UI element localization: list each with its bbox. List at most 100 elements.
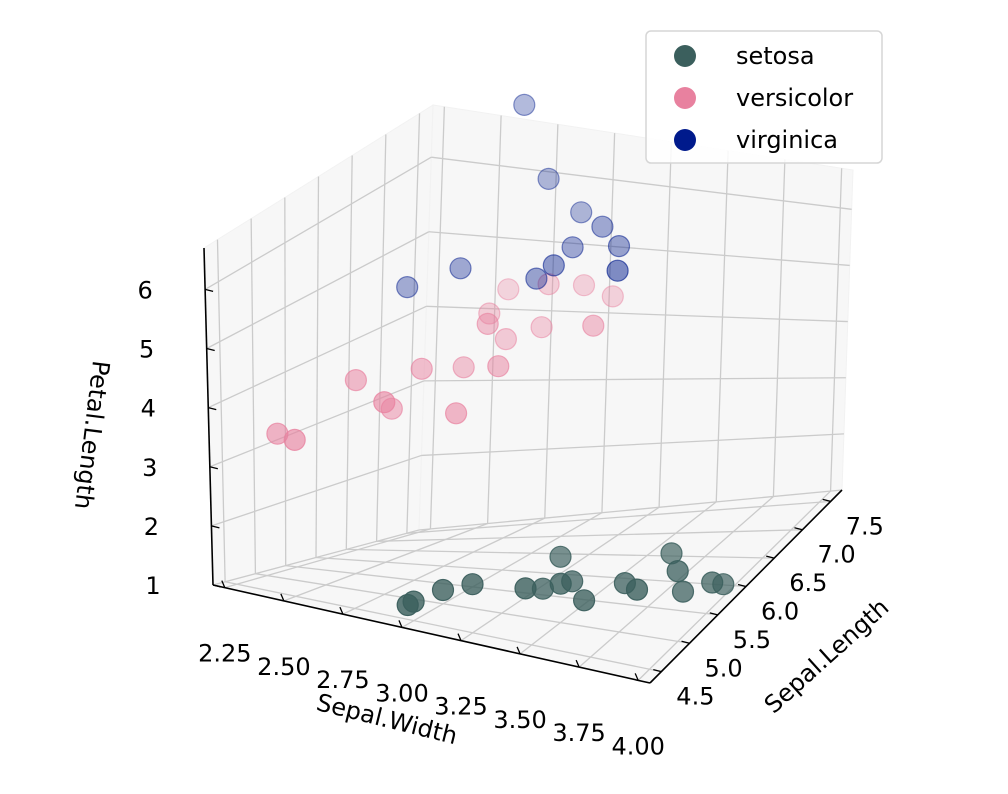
x-tick xyxy=(221,580,226,588)
grid-z-back xyxy=(431,156,852,210)
y-tick-label: 6.0 xyxy=(761,598,799,626)
y-tick xyxy=(737,583,747,588)
z-tick xyxy=(204,288,214,293)
y-tick xyxy=(766,555,775,559)
grid-x-back xyxy=(829,168,843,492)
point-versicolor xyxy=(494,328,517,351)
point-virginica xyxy=(396,276,419,299)
point-versicolor xyxy=(530,316,553,339)
grid-x-back xyxy=(486,115,502,524)
z-axis-title: Petal.Length xyxy=(69,359,115,511)
point-setosa xyxy=(549,545,572,568)
grid-x-back xyxy=(715,150,729,502)
x-tick xyxy=(634,673,639,681)
y-tick xyxy=(681,640,690,644)
z-tick-label: 2 xyxy=(144,513,159,541)
point-setosa xyxy=(572,589,596,612)
point-setosa xyxy=(701,571,724,594)
grid-y-floor xyxy=(376,529,803,542)
point-versicolor xyxy=(445,402,468,425)
y-tick xyxy=(794,527,803,531)
z-tick-label: 6 xyxy=(137,276,152,304)
point-virginica xyxy=(513,93,536,117)
grid-y-left xyxy=(315,176,320,558)
point-virginica xyxy=(561,236,584,259)
grid-y-left xyxy=(375,134,387,542)
grid-z-left xyxy=(206,231,430,350)
z-tick-label: 3 xyxy=(142,454,157,482)
x-tick xyxy=(575,659,580,668)
legend-label-versicolor: versicolor xyxy=(736,84,853,112)
grid-y-left xyxy=(406,113,421,534)
grid-y-left xyxy=(216,239,226,582)
point-setosa xyxy=(514,577,537,600)
z-tick xyxy=(212,584,222,588)
grid-z-left xyxy=(204,156,432,290)
x-tick xyxy=(516,646,521,655)
grid-lines xyxy=(204,106,852,681)
grid-z-left xyxy=(211,454,422,527)
point-versicolor xyxy=(452,356,475,379)
point-versicolor xyxy=(582,314,605,337)
z-tick-label: 4 xyxy=(141,395,156,423)
point-setosa xyxy=(671,580,695,603)
legend: setosa versicolor virginica xyxy=(645,30,883,164)
point-setosa xyxy=(666,559,689,583)
point-virginica xyxy=(570,201,593,224)
point-setosa xyxy=(431,578,455,602)
legend-marker-versicolor xyxy=(674,87,696,109)
point-versicolor xyxy=(572,274,596,297)
grid-x-back xyxy=(772,159,786,497)
point-setosa xyxy=(461,573,484,596)
grid-y-left xyxy=(345,155,353,550)
grid-x-back xyxy=(429,106,446,529)
grid-y-floor xyxy=(285,564,718,616)
grid-z-back xyxy=(423,377,846,382)
grid-y-floor xyxy=(224,581,662,673)
y-tick-label: 5.0 xyxy=(705,654,743,682)
x-tick-label: 2.50 xyxy=(257,653,310,681)
x-tick-label: 3.25 xyxy=(434,693,487,721)
point-setosa xyxy=(625,578,649,601)
point-setosa xyxy=(549,572,572,595)
point-virginica xyxy=(542,254,565,277)
z-axis-line xyxy=(203,247,214,586)
data-points xyxy=(266,93,735,617)
point-versicolor xyxy=(373,391,396,414)
legend-label-setosa: setosa xyxy=(736,42,815,70)
grid-x-back xyxy=(544,124,559,519)
y-tick-label: 7.0 xyxy=(818,541,856,569)
point-versicolor xyxy=(476,312,499,335)
z-tick-label: 5 xyxy=(139,336,154,364)
x-tick xyxy=(280,593,285,602)
x-tick xyxy=(398,620,403,628)
y-tick-label: 4.5 xyxy=(676,683,714,711)
grid-y-floor xyxy=(406,500,831,534)
point-setosa xyxy=(396,593,419,617)
point-versicolor xyxy=(410,357,433,380)
point-versicolor xyxy=(537,273,560,296)
point-virginica xyxy=(607,235,631,258)
x-tick-label: 4.00 xyxy=(611,732,664,760)
point-virginica xyxy=(525,267,548,290)
y-tick xyxy=(709,612,718,616)
grid-y-floor xyxy=(255,573,690,644)
legend-label-virginica: virginica xyxy=(736,126,838,154)
point-virginica xyxy=(449,257,472,280)
grid-z-back xyxy=(428,231,850,267)
grid-x-back xyxy=(658,141,673,508)
z-tick xyxy=(209,466,218,470)
grid-x-back xyxy=(601,133,616,513)
point-versicolor xyxy=(601,285,624,308)
legend-marker-setosa xyxy=(674,45,696,67)
y-tick-label: 7.5 xyxy=(846,512,884,540)
y-tick-label: 5.5 xyxy=(733,626,771,654)
grid-z-back xyxy=(418,489,843,531)
x-tick xyxy=(339,606,344,615)
x-tick-label: 3.75 xyxy=(552,719,605,747)
x-tick-label: 2.75 xyxy=(316,666,369,694)
grid-z-back xyxy=(421,433,844,457)
grid-z-back xyxy=(426,305,848,323)
axis-lines xyxy=(203,247,843,684)
